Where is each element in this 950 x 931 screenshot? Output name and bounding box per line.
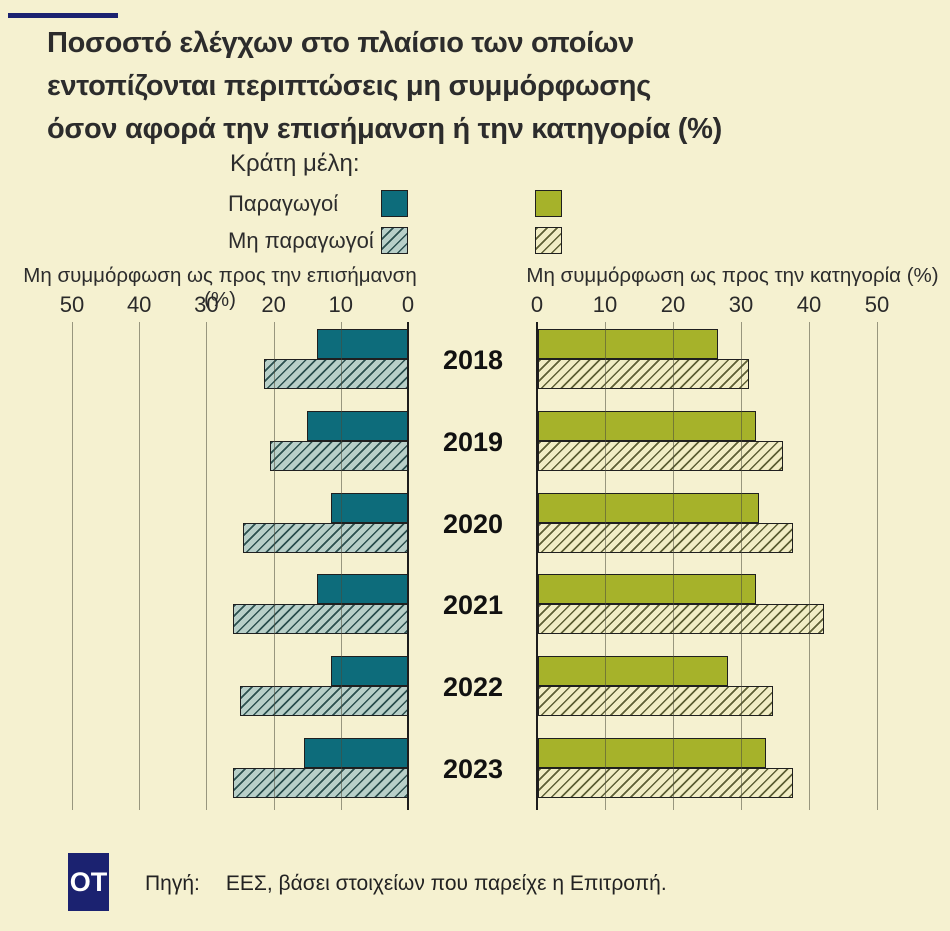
gridline (273, 322, 275, 810)
bar-2022-producers (538, 656, 729, 687)
year-label-2020: 2020 (442, 508, 504, 539)
bar-2018-producers (317, 329, 408, 359)
gridline (206, 322, 208, 810)
gridline (340, 322, 342, 810)
right-chart-axis-title: Μη συμμόρφωση ως προς την κατηγορία (%) (526, 264, 939, 287)
tick-label: 20 (660, 292, 686, 317)
legend-label-non-producers: Μη παραγωγοί (228, 228, 374, 253)
source-line: Πηγή: ΕΕΣ, βάσει στοιχείων που παρείχε η … (145, 872, 667, 896)
gridline (139, 322, 141, 810)
source-text: ΕΕΣ, βάσει στοιχείων που παρείχε η Επιτρ… (225, 872, 667, 895)
legend-swatch-teal-solid (381, 190, 408, 217)
bar-2018-producers (538, 329, 719, 359)
tick-label: 30 (194, 292, 219, 317)
gridline (673, 322, 674, 810)
axis-baseline (536, 322, 538, 810)
gridline (877, 322, 878, 810)
year-label-2023: 2023 (442, 754, 504, 784)
bar-2018-non-producers (538, 359, 749, 389)
bar-2023-non-producers (233, 768, 408, 798)
bar-2021-non-producers (233, 604, 408, 635)
year-label-2022: 2022 (442, 672, 504, 703)
left-chart-axis-title: Μη συμμόρφωση ως προς την επισήμανση (%) (23, 264, 417, 311)
tick-label: 20 (261, 292, 286, 317)
tick-label: 10 (592, 292, 618, 317)
year-label-2019: 2019 (442, 426, 504, 457)
page-title: Ποσοστό ελέγχων στο πλαίσιο των οποίων ε… (47, 22, 927, 151)
ot-logo-text: OT (69, 866, 108, 897)
bar-2020-producers (538, 492, 759, 523)
year-label-2018: 2018 (442, 345, 504, 375)
ot-logo: OT (68, 853, 109, 911)
tick-label: 40 (796, 292, 822, 317)
gridline (72, 322, 73, 810)
bar-2020-non-producers (243, 522, 408, 553)
bar-2022-non-producers (240, 686, 408, 717)
tick-label: 30 (728, 292, 754, 317)
bar-2022-producers (330, 656, 408, 687)
year-label-2021: 2021 (442, 590, 504, 621)
source-label: Πηγή: (145, 872, 200, 895)
tick-label: 40 (126, 292, 152, 317)
accent-topline (8, 13, 118, 18)
bar-2021-producers (317, 574, 408, 605)
legend-swatch-olive-hatched (535, 227, 562, 254)
bar-2023-producers (538, 738, 766, 768)
gridline (605, 322, 606, 810)
gridline (809, 322, 810, 810)
bar-2021-non-producers (538, 604, 824, 635)
legend-label-producers: Παραγωγοί (228, 191, 339, 216)
page-title-line-1: Ποσοστό ελέγχων στο πλαίσιο των οποίων (47, 27, 634, 59)
bar-2019-producers (307, 410, 408, 441)
bar-2020-producers (330, 492, 408, 523)
page-title-line-2: εντοπίζονται περιπτώσεις μη συμμόρφωσης (47, 70, 651, 102)
tick-label: 10 (328, 292, 354, 317)
bar-2018-non-producers (263, 359, 408, 389)
bar-2019-producers (538, 410, 756, 441)
bar-2019-non-producers (270, 440, 408, 471)
legend-swatch-teal-hatched (381, 227, 408, 254)
legend-swatch-olive-solid (535, 190, 562, 217)
bar-2023-non-producers (538, 768, 793, 798)
legend-heading: Κράτη μέλη: (230, 150, 360, 177)
page-title-line-3: όσον αφορά την επισήμανση ή την κατηγορί… (47, 113, 722, 145)
axis-baseline (407, 322, 409, 810)
bar-2023-producers (303, 738, 408, 768)
tick-label: 0 (530, 292, 544, 317)
bar-2020-non-producers (538, 522, 793, 553)
bar-2022-non-producers (538, 686, 773, 717)
tick-label: 50 (864, 292, 890, 317)
bar-2019-non-producers (538, 440, 783, 471)
bar-2021-producers (538, 574, 756, 605)
tick-label: 50 (59, 292, 85, 317)
gridline (741, 322, 742, 810)
tick-label: 0 (401, 292, 415, 317)
